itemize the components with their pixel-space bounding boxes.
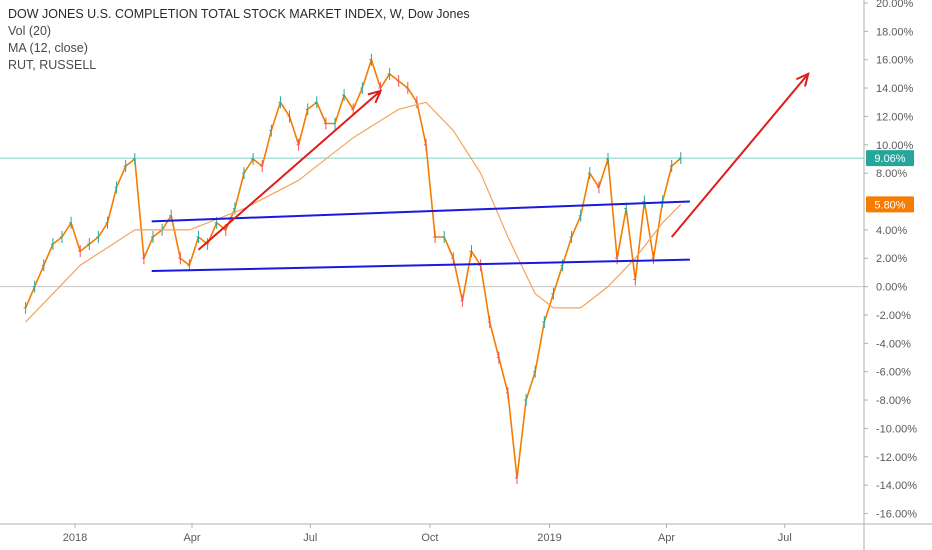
y-tick-label: -6.00%: [876, 367, 911, 379]
y-tick-label: 12.00%: [876, 111, 914, 123]
trend-line: [151, 258, 690, 273]
y-tick-label: -2.00%: [876, 310, 911, 322]
chart-legend: DOW JONES U.S. COMPLETION TOTAL STOCK MA…: [8, 6, 470, 74]
arrow-head: [367, 89, 383, 104]
y-tick-label: 18.00%: [876, 26, 914, 38]
y-tick-label: 2.00%: [876, 253, 907, 265]
chart-title: DOW JONES U.S. COMPLETION TOTAL STOCK MA…: [8, 7, 470, 21]
y-tick-label: 10.00%: [876, 140, 914, 152]
x-tick-label: 2019: [537, 532, 561, 544]
arrow-head: [795, 72, 810, 87]
moving-average-line: [25, 101, 682, 323]
moving-average-label[interactable]: MA (12, close): [8, 41, 88, 55]
y-tick-label: -12.00%: [876, 452, 917, 464]
x-tick-label: Apr: [658, 532, 675, 544]
price-series-line: [24, 58, 682, 479]
x-tick-label: 2018: [63, 532, 87, 544]
price-badge-label: 5.80%: [874, 199, 905, 211]
y-tick-label: 14.00%: [876, 83, 914, 95]
price-badge: [866, 196, 914, 213]
y-tick-label: -4.00%: [876, 338, 911, 350]
y-tick-label: 16.00%: [876, 55, 914, 67]
y-tick-label: -16.00%: [876, 508, 917, 520]
y-tick-label: 8.00%: [876, 168, 907, 180]
price-badge-label: 9.06%: [874, 153, 905, 165]
arrow-line: [197, 90, 382, 251]
y-tick-label: 4.00%: [876, 225, 907, 237]
y-tick-label: 20.00%: [876, 0, 914, 10]
trend-line: [151, 200, 690, 223]
y-tick-label: -14.00%: [876, 480, 917, 492]
price-badge: [866, 150, 914, 167]
y-tick-label: -10.00%: [876, 423, 917, 435]
arrow-line: [670, 73, 809, 238]
x-tick-label: Apr: [183, 532, 200, 544]
y-tick-label: -8.00%: [876, 395, 911, 407]
x-tick-label: Jul: [303, 532, 317, 544]
x-tick-label: Oct: [421, 532, 438, 544]
y-tick-label: 0.00%: [876, 282, 907, 294]
compare-symbol-label[interactable]: RUT, RUSSELL: [8, 58, 97, 72]
x-tick-label: Jul: [778, 532, 792, 544]
volume-indicator-label[interactable]: Vol (20): [8, 24, 52, 38]
